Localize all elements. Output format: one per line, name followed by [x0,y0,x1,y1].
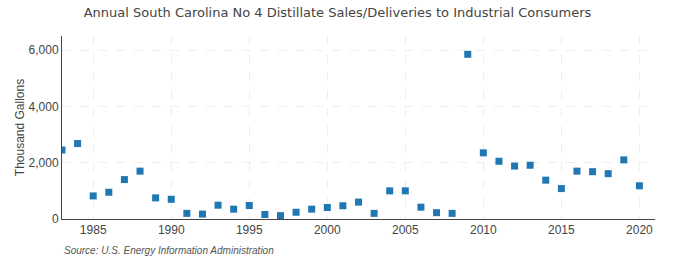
svg-text:Thousand Gallons: Thousand Gallons [13,79,27,176]
svg-text:1985: 1985 [80,223,107,237]
svg-text:4,000: 4,000 [29,100,59,114]
svg-text:2020: 2020 [626,223,653,237]
svg-text:2015: 2015 [548,223,575,237]
svg-text:1995: 1995 [236,223,263,237]
svg-text:0: 0 [52,212,59,226]
svg-text:2005: 2005 [392,223,419,237]
svg-text:Source: U.S. Energy Informatio: Source: U.S. Energy Information Administ… [64,245,274,256]
svg-text:2000: 2000 [314,223,341,237]
svg-text:2,000: 2,000 [29,156,59,170]
svg-text:6,000: 6,000 [29,43,59,57]
svg-text:2010: 2010 [470,223,497,237]
svg-text:1990: 1990 [158,223,185,237]
svg-text:Annual South Carolina No 4 Dis: Annual South Carolina No 4 Distillate Sa… [84,5,592,20]
